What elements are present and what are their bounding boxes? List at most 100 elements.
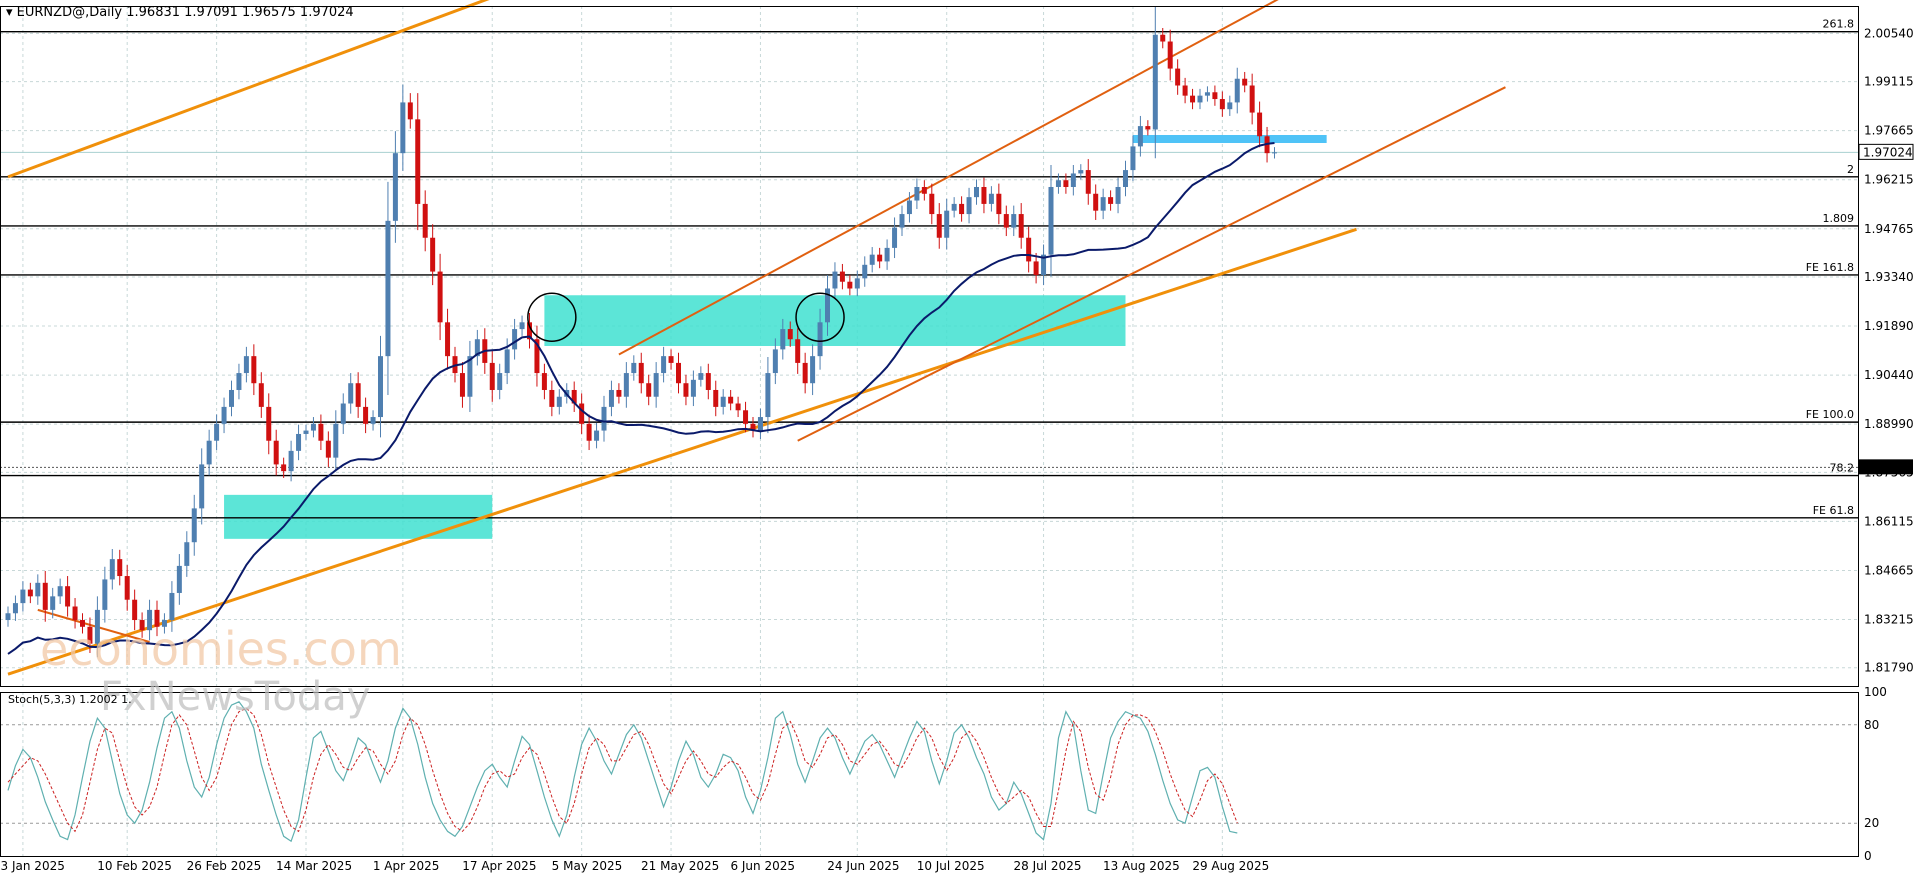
bullish-candle xyxy=(169,592,175,621)
bearish-candle xyxy=(87,626,93,644)
bearish-candle xyxy=(124,576,130,600)
bullish-candle xyxy=(236,373,242,390)
bullish-candle xyxy=(1234,78,1240,103)
x-tick-label: 17 Apr 2025 xyxy=(462,859,536,873)
bullish-candle xyxy=(1227,102,1233,110)
y-tick-label: 1.90440 xyxy=(1864,368,1914,382)
bullish-candle xyxy=(161,620,167,627)
fibonacci-levels: 261.8 2 1.809 FE 161.8 FE 100.0 78.2 FE 61.8 xyxy=(0,18,1858,519)
bearish-candle xyxy=(42,582,48,610)
bullish-candle xyxy=(623,373,629,397)
bearish-candle xyxy=(750,423,756,431)
bullish-candle xyxy=(757,417,763,431)
bearish-candle xyxy=(445,322,451,357)
dotted-price-value: 1.87713 xyxy=(1863,460,1913,474)
bullish-candle xyxy=(594,430,600,441)
x-tick-label: 10 Feb 2025 xyxy=(97,859,172,873)
bullish-candle xyxy=(608,389,614,407)
bullish-candle xyxy=(504,349,510,374)
bearish-candle xyxy=(877,254,883,262)
bullish-candle xyxy=(296,433,302,451)
bullish-candle xyxy=(333,423,339,458)
bullish-candle xyxy=(1011,214,1017,228)
bullish-candle xyxy=(102,579,108,610)
y-tick-label: 1.96215 xyxy=(1864,173,1914,187)
bullish-candle xyxy=(5,613,11,621)
stoch-label: Stoch(5,3,3) 1.2002 1. xyxy=(8,693,132,706)
x-tick-label: 13 Aug 2025 xyxy=(1103,859,1180,873)
bearish-candle xyxy=(728,396,734,404)
bullish-candle xyxy=(1041,254,1047,275)
bearish-candle xyxy=(802,362,808,384)
bearish-candle xyxy=(251,356,257,384)
bearish-candle xyxy=(683,383,689,397)
bearish-candle xyxy=(646,383,652,397)
bearish-candle xyxy=(318,423,324,441)
bullish-candle xyxy=(512,329,518,350)
bullish-candle xyxy=(243,356,249,374)
bullish-candle xyxy=(556,396,562,407)
bullish-candle xyxy=(951,203,957,211)
trend-line xyxy=(7,0,490,179)
bearish-candle xyxy=(430,237,436,272)
bearish-candle xyxy=(1242,78,1248,86)
bullish-candle xyxy=(400,102,406,154)
bearish-candle xyxy=(27,589,33,597)
bullish-candle xyxy=(1204,92,1210,96)
bullish-candle xyxy=(988,193,994,204)
stoch-main-line xyxy=(7,701,1238,843)
bearish-candle xyxy=(117,559,123,577)
bullish-candle xyxy=(698,373,704,380)
circle-annotation xyxy=(527,292,577,342)
bullish-candle xyxy=(176,565,182,593)
bearish-candle xyxy=(847,281,853,289)
bearish-candle xyxy=(415,119,421,204)
bullish-candle xyxy=(854,278,860,289)
bearish-candle xyxy=(266,406,272,441)
bearish-candle xyxy=(1257,112,1263,137)
bearish-candle xyxy=(437,271,443,323)
axes: 2.00540 1.99115 1.97665 1.96215 1.94765 1.933… xyxy=(0,6,1914,873)
y-tick-label: 1.86115 xyxy=(1864,514,1914,528)
bearish-candle xyxy=(981,186,987,204)
ohlc-values: 1.96831 1.97091 1.96575 1.97024 xyxy=(126,5,353,20)
bullish-candle xyxy=(57,586,63,597)
y-tick-label: 1.97665 xyxy=(1864,124,1914,138)
bullish-candle xyxy=(1048,186,1054,255)
fib-level-label: FE 100.0 xyxy=(1806,408,1854,421)
bearish-candle xyxy=(363,406,369,424)
x-tick-label: 26 Feb 2025 xyxy=(187,859,262,873)
bearish-candle xyxy=(1182,85,1188,96)
bullish-candle xyxy=(869,254,875,265)
grid-lines xyxy=(0,6,1858,856)
channel-line xyxy=(37,608,150,643)
current-price-value: 1.97024 xyxy=(1863,145,1913,159)
bullish-candle xyxy=(862,264,868,279)
stoch-level-label: 20 xyxy=(1864,816,1879,830)
bearish-candle xyxy=(795,339,801,363)
dropdown-arrow-icon: ▾ xyxy=(6,5,17,20)
bearish-candle xyxy=(65,586,71,607)
bullish-candle xyxy=(720,396,726,407)
x-tick-label: 6 Jun 2025 xyxy=(730,859,795,873)
bullish-candle xyxy=(214,423,220,441)
bullish-candle xyxy=(191,508,197,543)
bullish-candle xyxy=(892,227,898,248)
fib-level-label: 78.2 xyxy=(1830,462,1855,475)
bearish-candle xyxy=(1212,92,1218,100)
bullish-candle xyxy=(94,609,100,644)
bullish-candle xyxy=(392,153,398,221)
bullish-candle xyxy=(467,356,473,397)
bearish-candle xyxy=(921,186,927,194)
bullish-candle xyxy=(1137,126,1143,147)
stoch-level-label: 80 xyxy=(1864,718,1879,732)
bullish-candle xyxy=(109,559,115,580)
bearish-candle xyxy=(422,203,428,238)
bullish-candle xyxy=(310,423,316,431)
fib-level-label: 1.809 xyxy=(1823,212,1855,225)
watermark-economies: economies.com xyxy=(40,622,402,676)
bearish-candle xyxy=(743,410,749,424)
bearish-candle xyxy=(1145,126,1151,130)
symbol-label: EURNZD@,Daily xyxy=(17,5,123,20)
